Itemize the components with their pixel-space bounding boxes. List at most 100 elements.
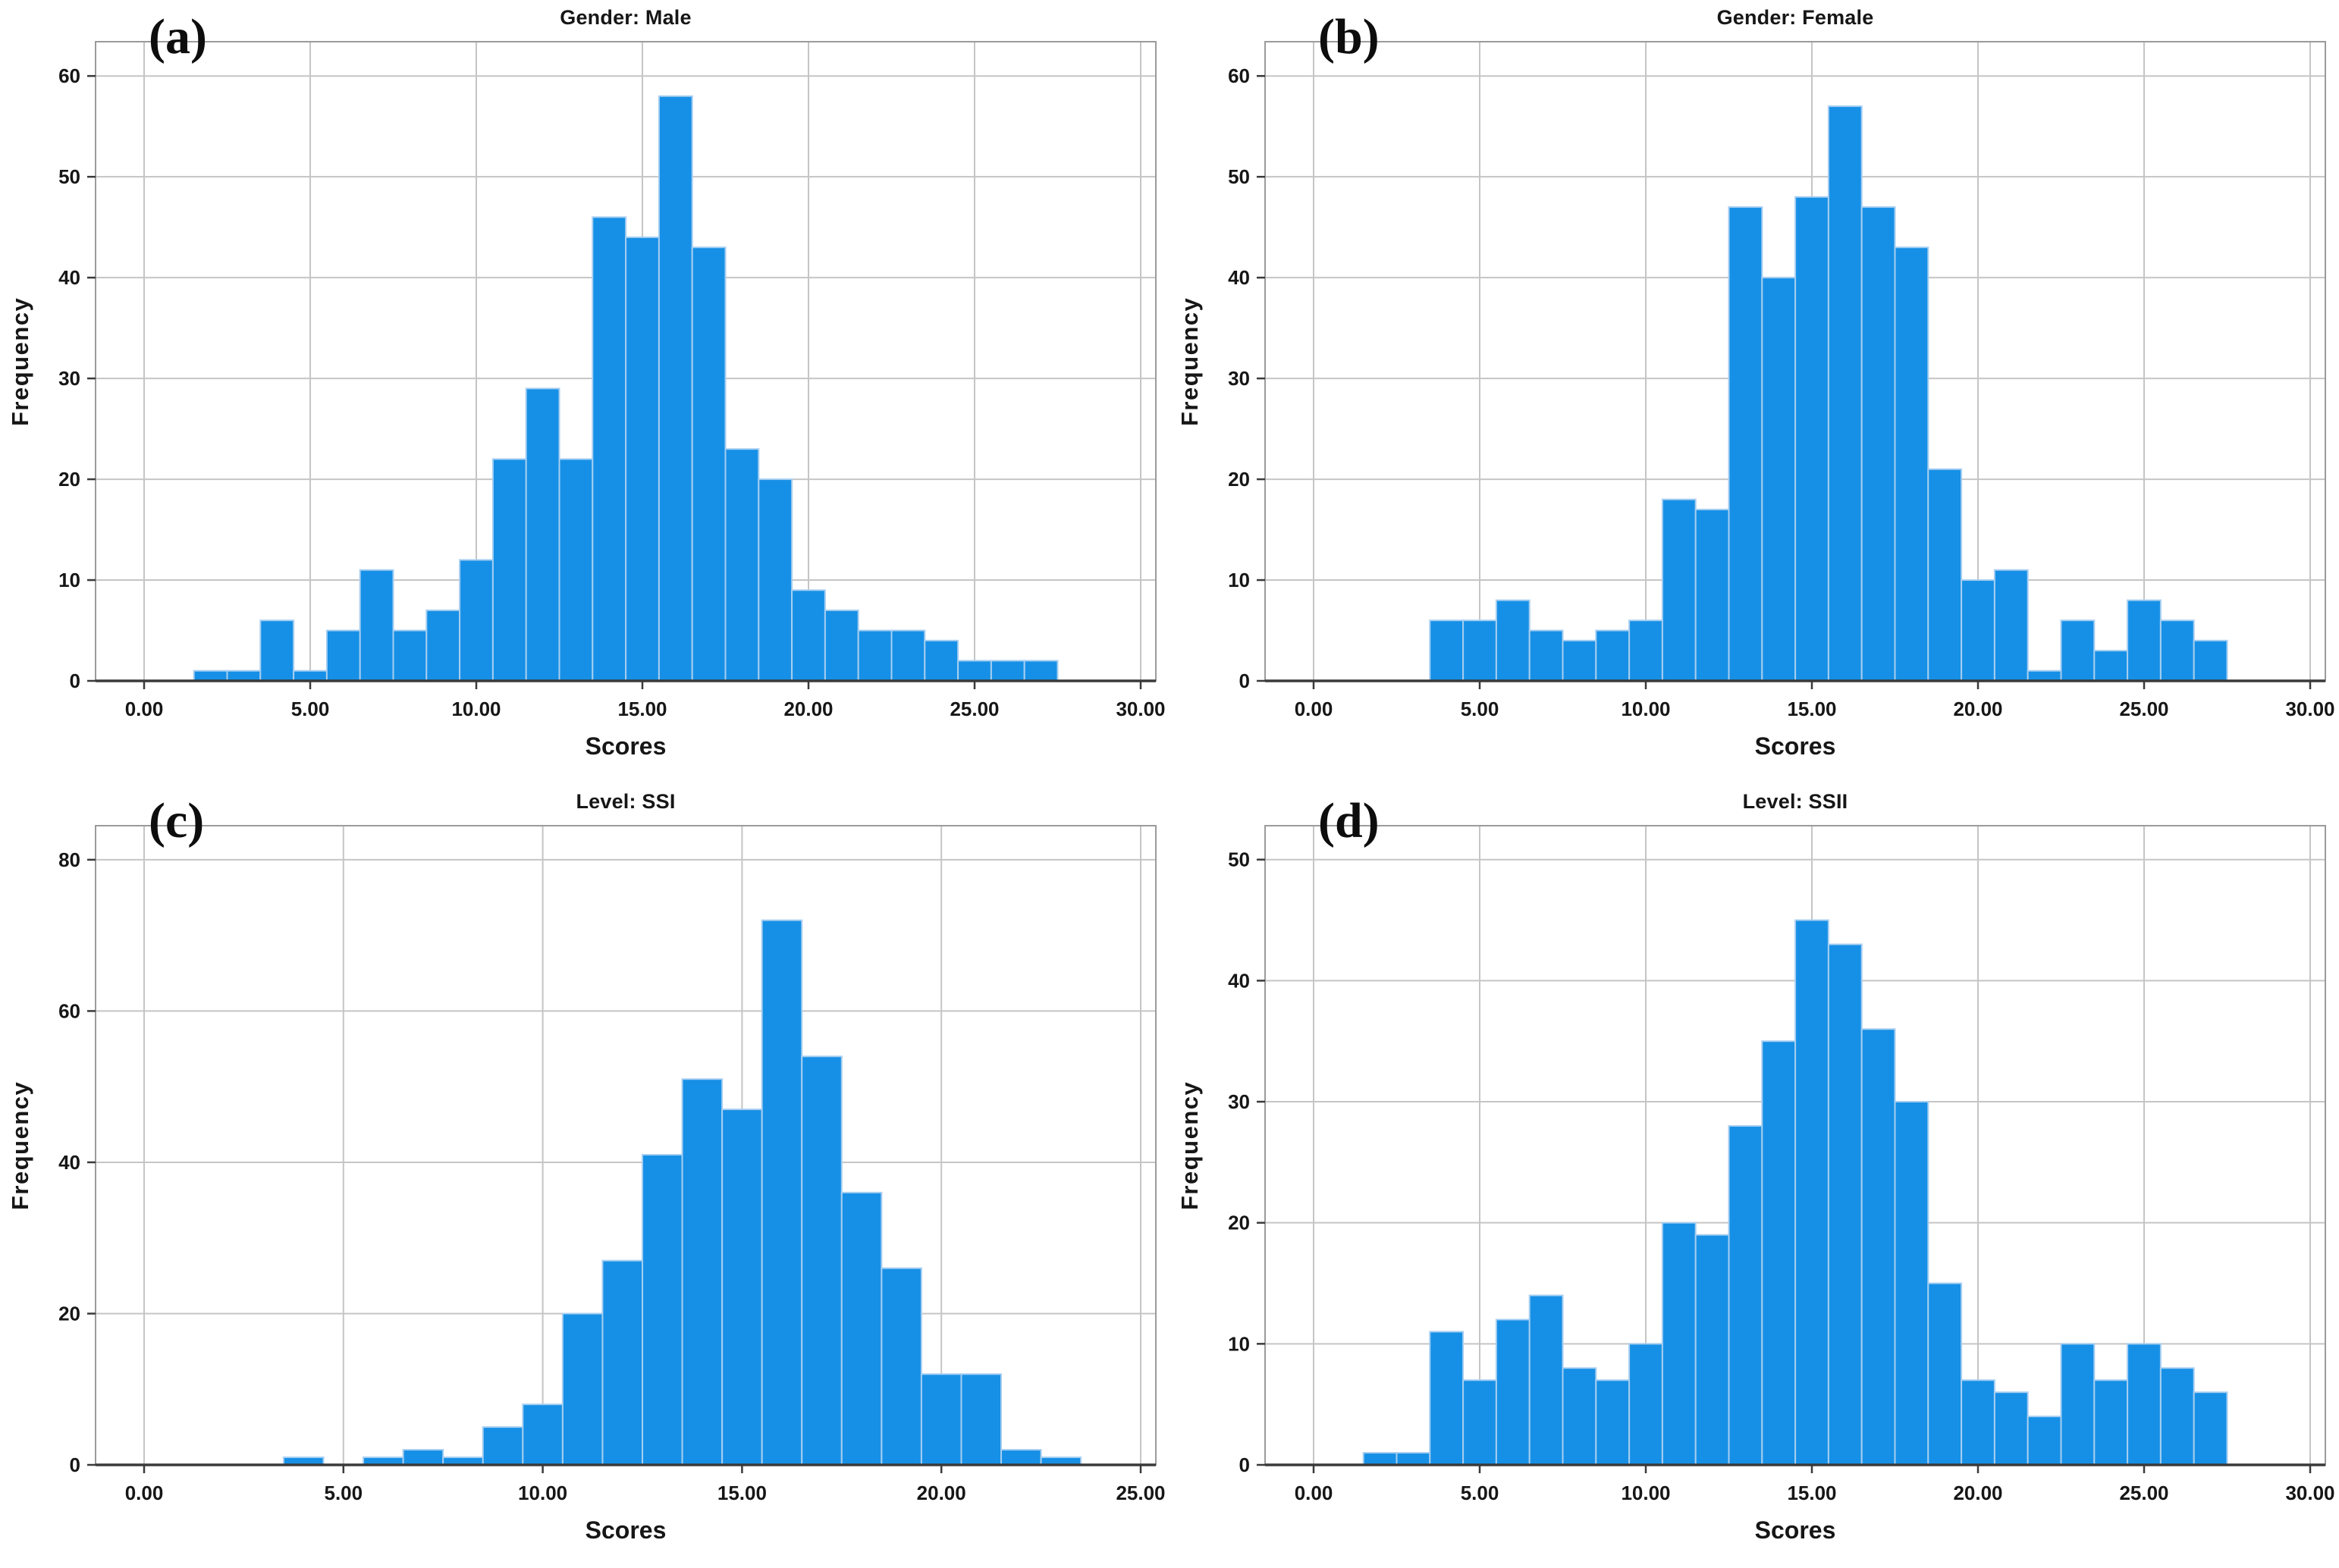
- x-axis-title: Scores: [1754, 1516, 1836, 1544]
- y-tick-label: 40: [58, 266, 80, 289]
- histogram-bar: [791, 589, 826, 682]
- histogram-bar: [1794, 919, 1829, 1466]
- histogram-bar: [957, 660, 992, 682]
- histogram-bar: [1993, 569, 2029, 682]
- y-tick-label: 60: [58, 999, 80, 1022]
- histogram-bar: [724, 448, 760, 682]
- histogram-bar: [1462, 1379, 1497, 1466]
- x-tick-label: 5.00: [1461, 1482, 1499, 1504]
- histogram-bar: [2127, 599, 2162, 682]
- panel-level-ssii: 0.00 5.00 10.00 15.00 20.00 25.00 30.00 0 10 20 30…: [1170, 784, 2339, 1568]
- x-tick-label: 25.00: [950, 698, 999, 720]
- y-tick-label: 10: [1228, 569, 1250, 591]
- y-tick-label: 20: [58, 468, 80, 491]
- x-tick-label: 0.00: [1295, 698, 1333, 720]
- x-tick-label: 5.00: [324, 1482, 363, 1504]
- histogram-bar: [1429, 619, 1465, 682]
- histogram-bar: [491, 458, 527, 682]
- histogram-bar: [1927, 1282, 1963, 1466]
- histogram-bar: [2127, 1343, 2162, 1466]
- y-axis-title: Frequency: [1176, 296, 1203, 426]
- histogram-bar: [2093, 650, 2129, 682]
- histogram-bar: [642, 1153, 683, 1466]
- panel-title: Gender: Female: [1716, 6, 1874, 29]
- x-tick-label: 15.00: [1787, 1482, 1836, 1504]
- y-tick-label: 40: [58, 1151, 80, 1174]
- histogram-bar: [990, 660, 1025, 682]
- x-tick-label: 15.00: [717, 1482, 767, 1504]
- histogram-bar: [2027, 1416, 2062, 1466]
- x-tick-label: 0.00: [1295, 1482, 1333, 1504]
- histogram-bar: [1961, 579, 1995, 682]
- y-tick-label: 0: [70, 670, 80, 692]
- histogram-bar: [1429, 1331, 1465, 1466]
- y-tick-label: 40: [1228, 969, 1250, 992]
- histogram-bar: [1495, 599, 1531, 682]
- histogram-bar: [601, 1259, 644, 1466]
- panel-title: Level: SSII: [1742, 790, 1848, 813]
- y-axis-title: Frequency: [7, 1080, 33, 1210]
- histogram-bar: [1927, 468, 1963, 682]
- histogram-bar: [392, 629, 428, 682]
- histogram-plot-ssii: 0.00 5.00 10.00 15.00 20.00 25.00 30.00 0 10 20 30…: [1228, 825, 2335, 1504]
- y-tick-label: 30: [1228, 1090, 1250, 1113]
- histogram-bar: [1694, 508, 1730, 682]
- x-tick-label: 25.00: [1116, 1482, 1165, 1504]
- histogram-bar: [2060, 619, 2096, 682]
- histogram-bar: [1562, 639, 1597, 682]
- x-tick-label: 30.00: [2285, 698, 2334, 720]
- histogram-bar: [592, 216, 627, 682]
- y-tick-label: 80: [58, 848, 80, 871]
- y-tick-label: 40: [1228, 266, 1250, 289]
- histogram-bar: [1728, 206, 1763, 682]
- y-tick-label: 50: [58, 165, 80, 188]
- histogram-bar: [1827, 943, 1863, 1466]
- histogram-bar: [522, 1403, 564, 1466]
- histogram-bar: [226, 670, 262, 682]
- histogram-plot-female: 0.00 5.00 10.00 15.00 20.00 25.00 30.00 0 10 20 30…: [1228, 41, 2335, 720]
- histogram-bar: [1562, 1367, 1597, 1466]
- x-axis-title: Scores: [1754, 732, 1836, 760]
- y-tick-label: 20: [58, 1302, 80, 1325]
- histogram-bar: [960, 1373, 1003, 1466]
- histogram-bar: [658, 95, 693, 682]
- histogram-bar: [1761, 277, 1797, 682]
- histogram-bar: [824, 609, 859, 682]
- histogram-bar: [1528, 1294, 1564, 1466]
- histogram-bar: [1362, 1452, 1398, 1466]
- y-tick-label: 30: [1228, 367, 1250, 390]
- x-tick-label: 20.00: [1953, 1482, 2002, 1504]
- histogram-bar: [1595, 629, 1631, 682]
- histogram-bar: [1728, 1124, 1763, 1466]
- histogram-bar: [2193, 639, 2228, 682]
- histogram-bar: [761, 919, 803, 1466]
- histogram-bar: [920, 1373, 962, 1466]
- histogram-bar: [1860, 206, 1896, 682]
- histogram-bar: [1993, 1391, 2029, 1466]
- panel-title: Gender: Male: [560, 6, 692, 29]
- x-tick-label: 20.00: [1953, 698, 2002, 720]
- histogram-bar: [1894, 1101, 1929, 1466]
- histogram-bar: [1794, 196, 1829, 682]
- y-tick-label: 20: [1228, 1212, 1250, 1234]
- panel-level-ssi: 0.00 5.00 10.00 15.00 20.00 25.00 0 20 40 60 80 Le…: [0, 784, 1170, 1568]
- histogram-bar: [2159, 1367, 2195, 1466]
- histogram-bar: [1396, 1452, 1431, 1466]
- panel-letter-label: (b): [1318, 9, 1380, 64]
- histogram-bar: [1860, 1028, 1896, 1466]
- histogram-bar: [1628, 619, 1663, 682]
- x-tick-label: 25.00: [2119, 1482, 2168, 1504]
- histogram-bar: [459, 559, 494, 682]
- histogram-bar: [840, 1191, 883, 1466]
- histogram-bar: [758, 478, 793, 682]
- x-tick-label: 10.00: [518, 1482, 567, 1504]
- y-axis-title: Frequency: [1176, 1080, 1203, 1210]
- histogram-bar: [1000, 1449, 1042, 1466]
- x-tick-label: 15.00: [617, 698, 667, 720]
- panel-gender-male: 0.00 5.00 10.00 15.00 20.00 25.00 30.00 0 10 20 30…: [0, 0, 1170, 784]
- y-tick-label: 50: [1228, 165, 1250, 188]
- histogram-bar: [857, 629, 893, 682]
- histogram-bar: [259, 619, 295, 682]
- histogram-bar: [561, 1312, 604, 1466]
